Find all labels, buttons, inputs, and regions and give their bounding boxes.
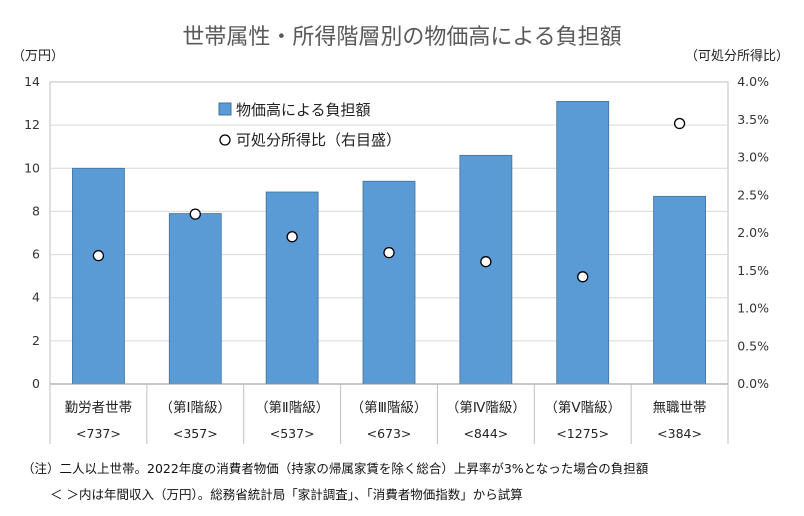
right-tick-label: 1.0% <box>737 301 769 316</box>
bar <box>265 191 319 385</box>
chart-title: 世帯属性・所得階層別の物価高による負担額 <box>182 25 621 50</box>
bar-series <box>72 101 706 385</box>
category-label: （第Ⅱ階級） <box>255 399 329 416</box>
legend-bar-swatch <box>218 102 232 116</box>
right-axis-unit: （可処分所得比） <box>685 48 789 64</box>
bar <box>556 101 610 385</box>
income-label: <1275> <box>556 426 609 441</box>
left-tick-label: 10 <box>24 160 40 175</box>
ratio-point <box>286 231 298 243</box>
left-tick-label: 6 <box>32 247 40 262</box>
right-axis-ticks: 0.0% 0.5% 1.0% 1.5% 2.0% 2.5% 3.0% 3.5% 4.0% <box>737 74 769 391</box>
ratio-point <box>189 208 201 220</box>
right-tick-label: 2.5% <box>737 187 769 202</box>
bar <box>362 180 416 385</box>
left-tick-label: 8 <box>32 203 40 218</box>
category-label: （第Ⅳ階級） <box>446 399 526 416</box>
right-tick-label: 2.0% <box>737 225 769 240</box>
legend-point-label: 可処分所得比（右目盛） <box>236 131 401 149</box>
ratio-point <box>577 271 589 283</box>
legend-point-swatch <box>219 134 231 146</box>
bar <box>459 154 513 385</box>
left-axis-ticks: 0 2 4 6 8 10 12 14 <box>24 74 40 391</box>
right-tick-label: 0.0% <box>737 376 769 391</box>
category-label: 無職世帯 <box>653 400 707 416</box>
right-tick-label: 4.0% <box>737 74 769 89</box>
left-axis-unit: （万円） <box>12 49 64 64</box>
legend: 物価高による負担額 可処分所得比（右目盛） <box>218 101 401 149</box>
income-label: <737> <box>76 426 121 441</box>
ratio-point <box>92 249 105 262</box>
category-axis: 勤労者世帯 <737> （第Ⅰ階級） <357> （第Ⅱ階級） <537> （第Ⅲ階級） <6… <box>49 383 729 444</box>
left-tick-label: 2 <box>32 333 40 348</box>
gridlines <box>50 124 728 342</box>
category-label: 勤労者世帯 <box>65 400 133 416</box>
left-tick-label: 0 <box>32 376 40 391</box>
right-tick-label: 3.5% <box>737 112 769 127</box>
ratio-series <box>92 117 686 283</box>
ratio-point <box>673 117 686 130</box>
chart: 世帯属性・所得階層別の物価高による負担額 （万円） （可処分所得比） 0 2 4 6 8… <box>12 25 789 444</box>
bar <box>653 195 706 385</box>
bar <box>72 167 125 385</box>
right-tick-label: 0.5% <box>737 338 769 353</box>
category-label: （第Ⅲ階級） <box>351 399 428 416</box>
ratio-point <box>480 256 492 268</box>
income-label: <357> <box>173 426 218 441</box>
left-tick-label: 12 <box>24 117 40 132</box>
footnote-2: ＜ ＞内は年間収入（万円）。総務省統計局「家計調査」、「消費者物価指数」から試算 <box>50 487 523 502</box>
category-label: （第Ⅰ階級） <box>160 399 231 416</box>
income-label: <844> <box>463 426 508 441</box>
legend-bar-label: 物価高による負担額 <box>236 101 371 119</box>
category-label: （第Ⅴ階級） <box>544 399 621 416</box>
left-tick-label: 4 <box>32 290 40 305</box>
left-tick-label: 14 <box>24 74 40 89</box>
ratio-point <box>383 246 395 259</box>
right-tick-label: 1.5% <box>737 263 769 278</box>
income-label: <673> <box>367 426 412 441</box>
income-label: <384> <box>657 426 702 441</box>
bar <box>168 213 222 385</box>
right-tick-label: 3.0% <box>737 150 769 165</box>
income-label: <537> <box>270 426 315 441</box>
footnote-1: （注）二人以上世帯。2022年度の消費者物価（持家の帰属家賃を除く総合）上昇率が… <box>22 461 649 476</box>
